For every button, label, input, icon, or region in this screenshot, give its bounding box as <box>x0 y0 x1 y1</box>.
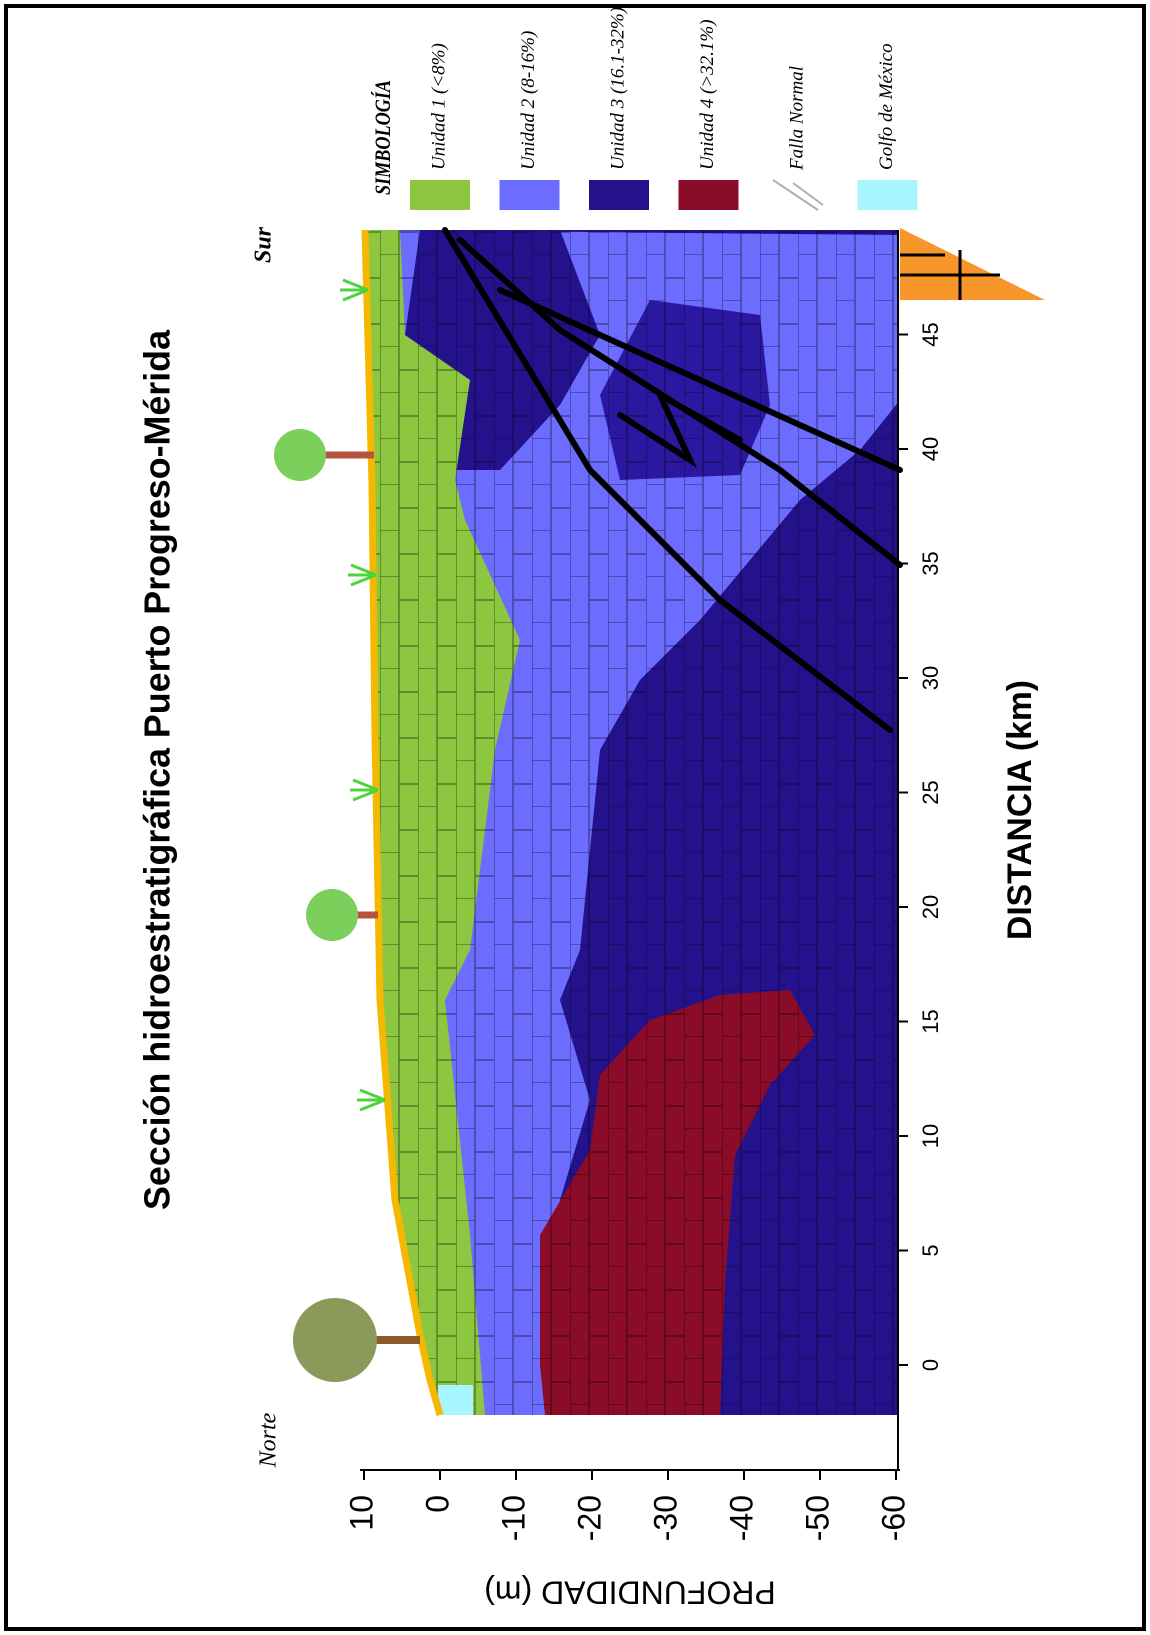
y-tick-label: -30 <box>647 1495 683 1541</box>
y-tick-label: -60 <box>875 1495 911 1541</box>
south-label: Sur <box>251 226 277 263</box>
figure: Sección hidroestratigráfica Puerto Progr… <box>0 0 1150 1635</box>
legend-swatch <box>773 180 823 210</box>
x-tick-label: 45 <box>918 322 943 346</box>
y-tick-label: -20 <box>571 1495 607 1541</box>
legend-label: Unidad 4 (>32.1%) <box>697 19 718 170</box>
page: {"title": "Sección hidroestratigráfica P… <box>0 0 1150 1635</box>
legend-swatch <box>500 180 560 210</box>
legend-label: Falla Normal <box>786 66 807 171</box>
north-label: Norte <box>256 1412 282 1468</box>
legend-label: Unidad 1 (<8%) <box>428 43 449 170</box>
x-axis-label: DISTANCIA (km) <box>1001 680 1039 940</box>
x-tick-label: 30 <box>918 666 943 690</box>
legend-swatch <box>858 180 918 210</box>
legend-swatch <box>410 180 470 210</box>
x-tick-label: 10 <box>918 1124 943 1148</box>
y-tick-label: -10 <box>495 1495 531 1541</box>
legend-label: Unidad 3 (16.1-32%) <box>607 7 628 170</box>
legend-label: Golfo de México <box>876 43 897 170</box>
x-tick-label: 20 <box>918 895 943 919</box>
section-view: Sección hidroestratigráfica Puerto Progr… <box>137 7 1045 1611</box>
tree-crown <box>293 1298 377 1382</box>
x-tick-label: 40 <box>918 437 943 461</box>
legend-label: Unidad 2 (8-16%) <box>518 31 539 170</box>
tree-crown <box>306 889 358 941</box>
y-tick-label: -50 <box>799 1495 835 1541</box>
y-tick-label: 10 <box>343 1495 379 1531</box>
wedge <box>900 228 1045 300</box>
y-tick-label: -40 <box>723 1495 759 1541</box>
tree-crown <box>274 429 326 481</box>
x-tick-label: 15 <box>918 1009 943 1033</box>
x-tick-label: 25 <box>918 780 943 804</box>
y-axis-label: PROFUNDIDAD (m) <box>484 1575 776 1611</box>
x-tick-label: 0 <box>918 1359 943 1371</box>
x-tick-label: 35 <box>918 551 943 575</box>
title: Sección hidroestratigráfica Puerto Progr… <box>137 329 178 1210</box>
lithology-pattern <box>360 225 900 1415</box>
gulf <box>438 1385 473 1415</box>
legend-title: SIMBOLOGÍA <box>370 80 395 195</box>
y-tick-label: 0 <box>419 1495 455 1513</box>
x-tick-label: 5 <box>918 1244 943 1256</box>
orange-wedge <box>900 228 1045 300</box>
cross-section <box>360 225 900 1415</box>
legend-swatch <box>679 180 739 210</box>
legend-swatch <box>589 180 649 210</box>
